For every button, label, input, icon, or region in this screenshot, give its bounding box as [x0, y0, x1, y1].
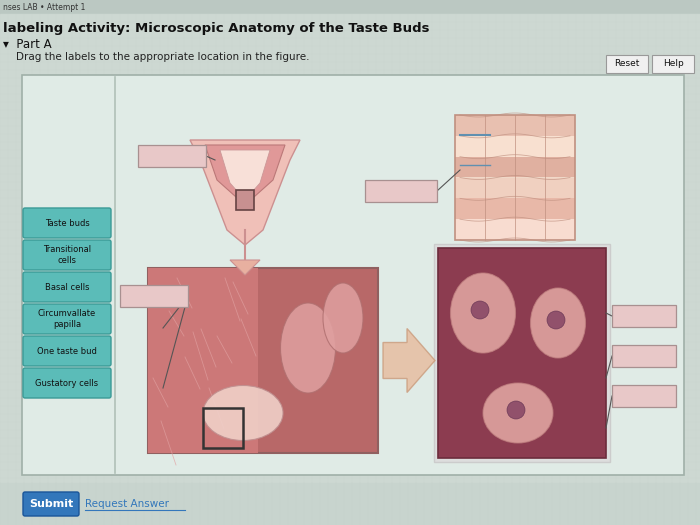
Bar	[203, 408, 243, 448]
Bar	[612, 305, 676, 327]
Ellipse shape	[547, 311, 565, 329]
Text: Submit: Submit	[29, 499, 73, 509]
Text: Drag the labels to the appropriate location in the figure.: Drag the labels to the appropriate locat…	[16, 52, 309, 62]
Text: Circumvallate
papilla: Circumvallate papilla	[38, 309, 96, 329]
FancyBboxPatch shape	[23, 208, 111, 238]
Text: Reset: Reset	[615, 59, 640, 68]
Polygon shape	[220, 150, 270, 200]
FancyBboxPatch shape	[23, 492, 79, 516]
Text: ▾  Part A: ▾ Part A	[3, 38, 52, 51]
FancyBboxPatch shape	[23, 272, 111, 302]
Bar	[438, 248, 606, 458]
Bar	[455, 156, 575, 177]
Bar	[148, 268, 258, 453]
Ellipse shape	[507, 401, 525, 419]
Text: Basal cells: Basal cells	[45, 282, 90, 291]
Ellipse shape	[203, 385, 283, 440]
Bar	[455, 177, 575, 198]
Text: labeling Activity: Microscopic Anatomy of the Taste Buds: labeling Activity: Microscopic Anatomy o…	[3, 22, 430, 35]
Polygon shape	[190, 140, 300, 245]
Ellipse shape	[471, 301, 489, 319]
Bar	[455, 115, 575, 136]
Bar	[365, 180, 437, 202]
Bar	[455, 136, 575, 156]
FancyBboxPatch shape	[23, 304, 111, 334]
Ellipse shape	[451, 273, 515, 353]
FancyBboxPatch shape	[652, 55, 694, 73]
Bar	[612, 345, 676, 367]
Bar	[120, 285, 188, 307]
Text: One taste bud: One taste bud	[37, 346, 97, 355]
Text: Request Answer: Request Answer	[85, 499, 169, 509]
Bar	[455, 115, 575, 240]
Bar	[455, 219, 575, 240]
FancyBboxPatch shape	[23, 368, 111, 398]
Ellipse shape	[281, 303, 335, 393]
Text: nses LAB • Attempt 1: nses LAB • Attempt 1	[3, 3, 85, 12]
FancyBboxPatch shape	[23, 240, 111, 270]
FancyBboxPatch shape	[23, 336, 111, 366]
Text: Transitional
cells: Transitional cells	[43, 245, 91, 265]
Polygon shape	[383, 329, 435, 393]
Bar	[148, 268, 378, 453]
Bar	[0, 0, 700, 14]
FancyBboxPatch shape	[606, 55, 648, 73]
Polygon shape	[230, 260, 260, 275]
Bar	[455, 115, 575, 240]
Polygon shape	[205, 145, 285, 205]
Ellipse shape	[483, 383, 553, 443]
Ellipse shape	[323, 283, 363, 353]
Bar	[138, 145, 206, 167]
Text: Help: Help	[663, 59, 683, 68]
Ellipse shape	[531, 288, 585, 358]
Bar	[434, 244, 610, 462]
Text: Gustatory cells: Gustatory cells	[36, 379, 99, 387]
Text: Taste buds: Taste buds	[45, 218, 90, 227]
Bar	[22, 75, 684, 475]
Bar	[236, 190, 254, 210]
Bar	[0, 483, 700, 525]
Bar	[455, 198, 575, 219]
Bar	[612, 385, 676, 407]
